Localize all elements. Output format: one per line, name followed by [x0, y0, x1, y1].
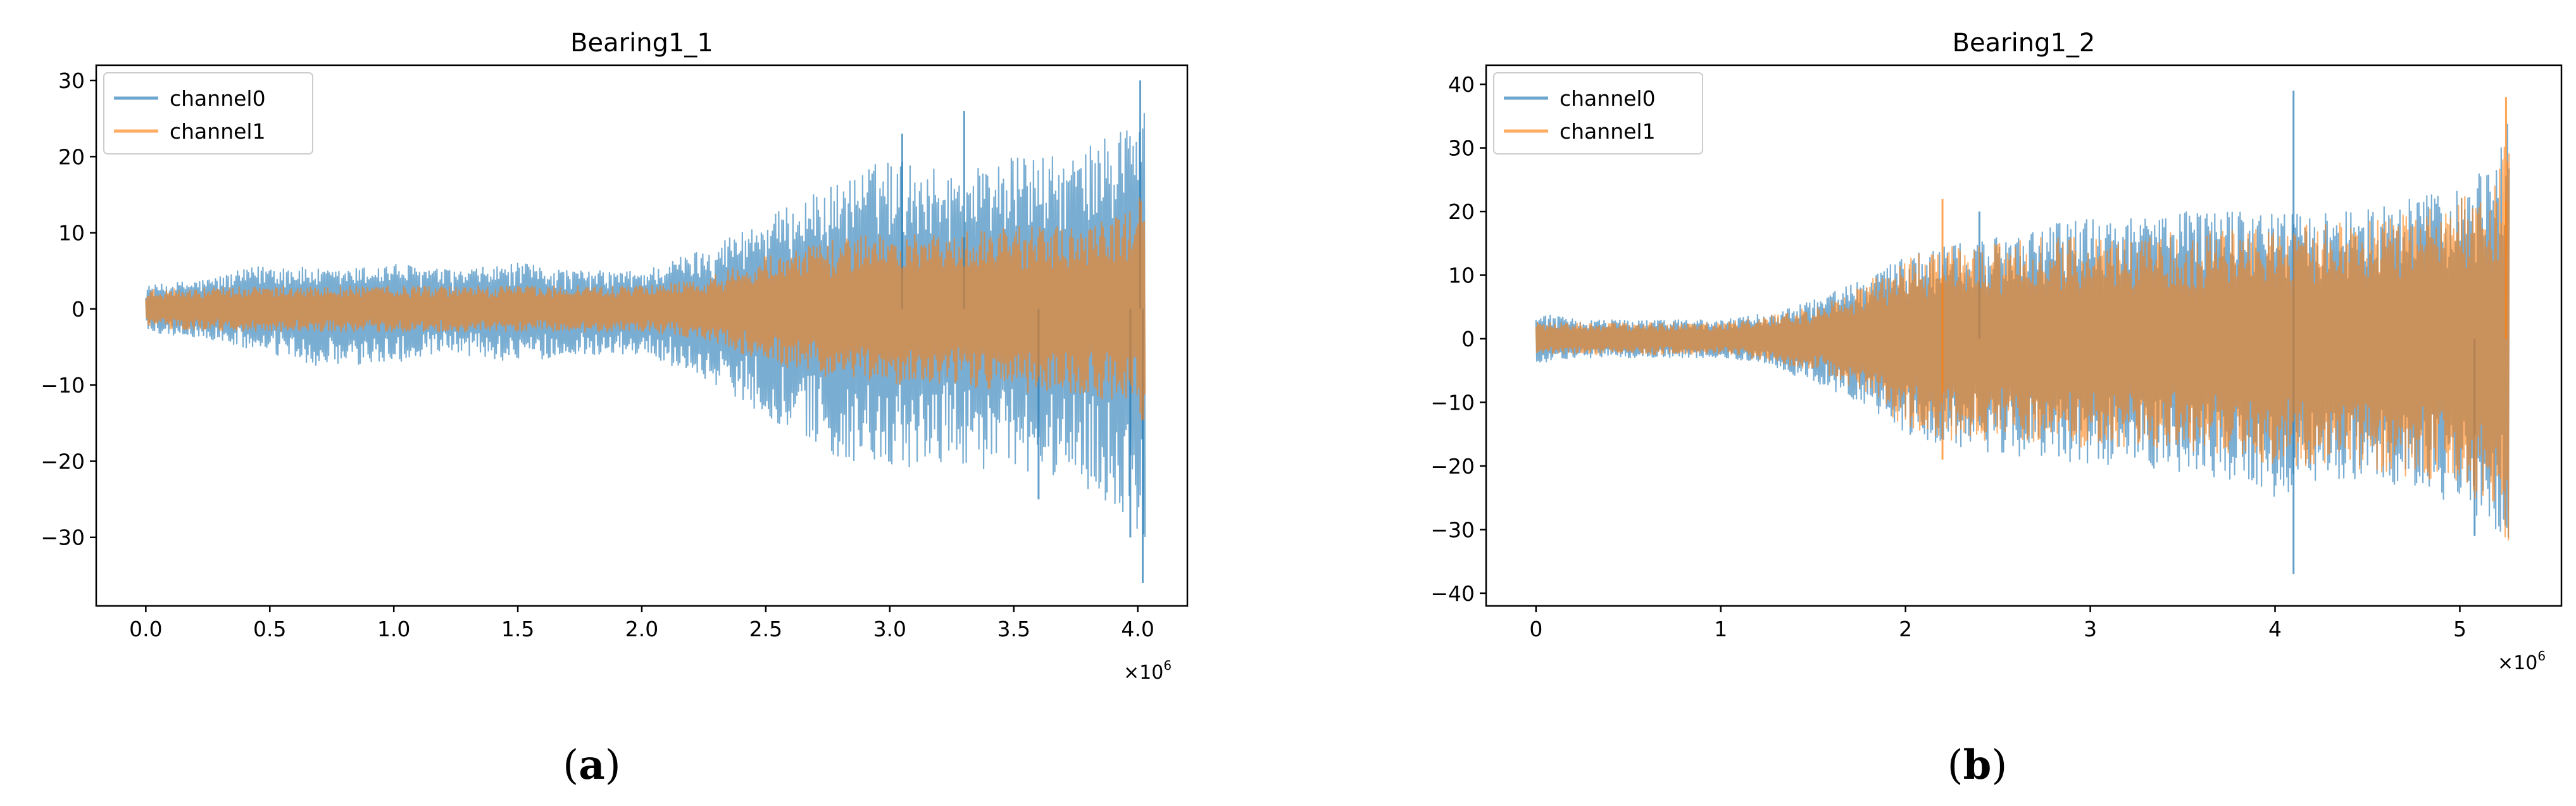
x-tick-label: 1.5 [501, 617, 534, 641]
plot-area [145, 80, 1146, 583]
axes-frame [1485, 64, 2563, 607]
x-tick-label: 4 [2268, 617, 2282, 641]
x-tick-label: 4.0 [1121, 617, 1154, 641]
y-tick-label: −30 [41, 526, 85, 550]
y-tick-label: −30 [1430, 517, 1475, 542]
legend-label-channel0: channel0 [1560, 86, 1656, 111]
x-tick-label: 0 [1529, 617, 1542, 641]
legend-label-channel0: channel0 [170, 86, 266, 111]
y-tick-label: 0 [72, 297, 85, 322]
y-tick-label: 30 [1448, 136, 1475, 161]
y-tick-label: −10 [1430, 390, 1475, 415]
chart-title: Bearing1_1 [570, 28, 713, 58]
y-tick-label: 40 [1448, 72, 1475, 97]
y-tick-label: −20 [1430, 454, 1475, 479]
panel-caption: (a) [563, 741, 620, 789]
y-tick-label: −40 [1430, 581, 1475, 606]
chart-panel-2: Bearing1_2 0 1 2 3 4 5 −40 −30 −20 −10 0 10 20 30 40 ×10… [1430, 28, 2563, 674]
panel-caption: (b) [1948, 741, 2008, 789]
legend-label-channel1: channel1 [1560, 119, 1656, 144]
y-tick-label: −10 [41, 373, 85, 398]
x-tick-label: 2.0 [625, 617, 658, 641]
chart-panel-1: Bearing1_1 0.0 0.5 1.0 1.5 2.0 2.5 3.0 3.5 4.0 −30… [41, 28, 1189, 684]
x-tick-label: 0.5 [253, 617, 286, 641]
x-axis-multiplier: ×106 [1123, 658, 1172, 684]
series-channel1 [1535, 146, 2510, 541]
x-tick-label: 0.0 [129, 617, 162, 641]
x-axis-multiplier: ×106 [2498, 648, 2546, 674]
y-tick-label: 10 [1448, 263, 1475, 288]
legend: channel0 channel1 [1493, 72, 1703, 154]
x-tick-label: 1 [1714, 617, 1727, 641]
series-channel1 [145, 197, 1146, 421]
x-tick-label: 1.0 [377, 617, 410, 641]
x-tick-label: 2 [1899, 617, 1912, 641]
chart-title: Bearing1_2 [1953, 28, 2096, 58]
plot-area [1535, 91, 2510, 574]
x-tick-label: 3 [2084, 617, 2097, 641]
y-tick-label: 20 [1448, 199, 1475, 224]
legend: channel0 channel1 [103, 72, 313, 154]
y-tick-label: 10 [58, 221, 85, 246]
x-tick-label: 3.5 [997, 617, 1030, 641]
x-tick-label: 2.5 [749, 617, 782, 641]
y-tick-label: 20 [58, 144, 85, 169]
y-tick-label: 0 [1461, 327, 1475, 351]
x-tick-label: 3.0 [873, 617, 906, 641]
legend-box [1493, 72, 1703, 154]
y-tick-label: −20 [41, 449, 85, 474]
x-tick-label: 5 [2453, 617, 2467, 641]
legend-label-channel1: channel1 [170, 119, 266, 144]
y-tick-label: 30 [58, 68, 85, 93]
legend-box [103, 72, 313, 154]
